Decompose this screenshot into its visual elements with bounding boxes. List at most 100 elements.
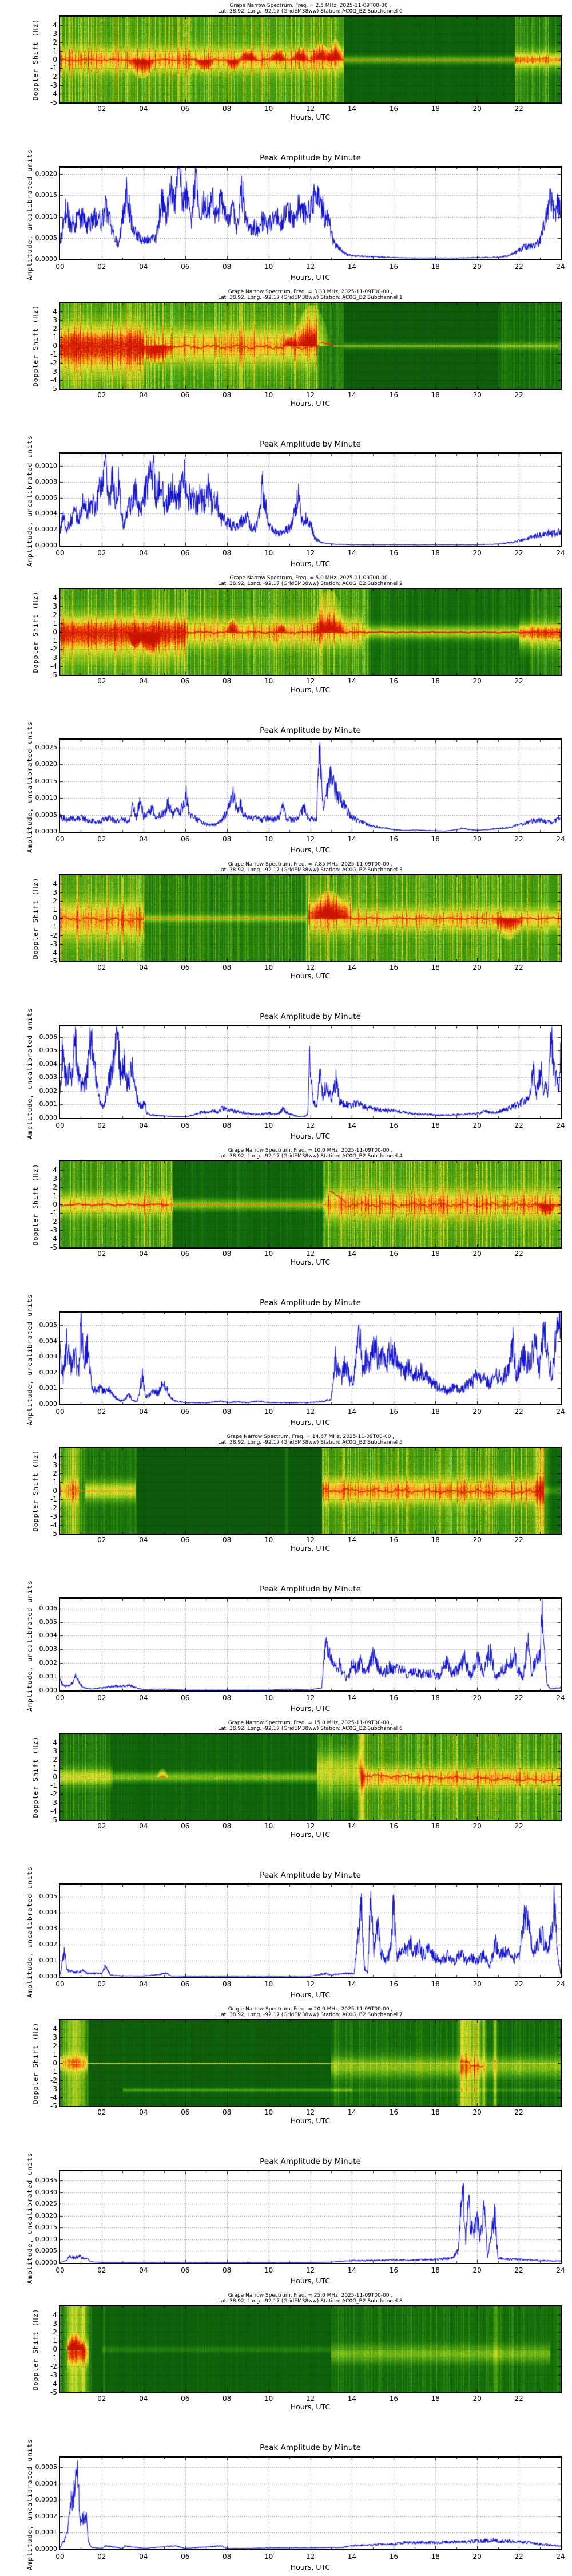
amplitude-x-tick-label: 00	[55, 2266, 65, 2274]
subchannel-section-8: Grape Narrow Spectrum, Freq. = 25.0 MHz,…	[0, 2290, 572, 2576]
spectrogram-y-tick-label: 3	[53, 316, 57, 324]
subchannel-section-2: Grape Narrow Spectrum, Freq. = 5.0 MHz, …	[0, 572, 572, 859]
amplitude-x-tick-label: 00	[55, 835, 65, 843]
spectrogram-y-tick-label: 0	[53, 1487, 57, 1495]
amplitude-x-tick-label: 00	[55, 549, 65, 557]
subchannel-section-5: Grape Narrow Spectrum, Freq. = 14.67 MHz…	[0, 1431, 572, 1717]
amplitude-x-tick-label: 08	[223, 835, 232, 843]
spectrogram-y-tick-label: -2	[50, 931, 57, 939]
spectrogram-x-axis-label: Hours, UTC	[290, 113, 331, 121]
amplitude-x-axis-label: Hours, UTC	[290, 2563, 331, 2571]
subchannel-section-3: Grape Narrow Spectrum, Freq. = 7.85 MHz,…	[0, 859, 572, 1145]
spectrogram-x-tick-label: 14	[347, 105, 357, 113]
amplitude-x-tick-label: 20	[472, 1980, 482, 1988]
spectrogram-x-tick-label: 10	[264, 105, 273, 113]
amplitude-x-tick-label: 10	[264, 1694, 273, 1702]
amplitude-y-tick-label: 0.0005	[35, 2463, 58, 2471]
amplitude-x-tick-label: 18	[431, 1408, 440, 1416]
amplitude-x-tick-label: 20	[472, 549, 482, 557]
amplitude-x-tick-label: 12	[305, 263, 315, 271]
spectrogram-x-axis-label: Hours, UTC	[290, 1830, 331, 1839]
spectrogram-x-tick-label: 08	[223, 1250, 232, 1258]
spectrogram-x-tick-label: 22	[514, 2395, 523, 2403]
spectrogram-x-tick-label: 18	[431, 391, 440, 399]
spectrogram-y-tick-label: 3	[53, 2033, 57, 2041]
spectrogram-y-tick-label: 4	[53, 21, 57, 29]
spectrogram-x-tick-label: 04	[139, 677, 148, 685]
amplitude-canvas	[59, 1883, 562, 1978]
amplitude-x-tick-label: 00	[55, 1408, 65, 1416]
spectrogram-title-line2: Lat. 38.92, Long. -92.17 (GridEM38ww) St…	[218, 9, 403, 14]
amplitude-x-tick-label: 18	[431, 263, 440, 271]
amplitude-y-tick-label: 0.0000	[35, 828, 58, 835]
spectrogram-x-tick-label: 14	[347, 391, 357, 399]
amplitude-x-tick-label: 12	[305, 2266, 315, 2274]
amplitude-x-tick-label: 20	[472, 835, 482, 843]
amplitude-title: Peak Amplitude by Minute	[260, 1298, 361, 1307]
spectrogram-title-line1: Grape Narrow Spectrum, Freq. = 7.85 MHz,…	[228, 862, 393, 867]
amplitude-x-tick-label: 02	[97, 1408, 106, 1416]
amplitude-x-tick-label: 10	[264, 549, 273, 557]
spectrogram-title-line2: Lat. 38.92, Long. -92.17 (GridEM38ww) St…	[218, 1440, 403, 1445]
amplitude-x-tick-label: 10	[264, 2266, 273, 2274]
spectrogram-x-tick-label: 12	[305, 677, 315, 685]
spectrogram-x-axis-label: Hours, UTC	[290, 1258, 331, 1266]
spectrogram-x-tick-label: 16	[389, 2395, 398, 2403]
amplitude-y-tick-label: 0.0004	[35, 509, 58, 517]
amplitude-x-axis-label: Hours, UTC	[290, 1704, 331, 1713]
spectrogram-y-tick-label: 1	[53, 906, 57, 914]
spectrogram-y-tick-label: 0	[53, 1200, 57, 1208]
amplitude-x-tick-label: 18	[431, 1121, 440, 1129]
spectrogram-x-tick-label: 06	[181, 1536, 190, 1544]
spectrogram-y-tick-label: -4	[50, 90, 57, 98]
spectrogram-y-tick-label: -5	[50, 671, 57, 679]
amplitude-canvas	[59, 1025, 562, 1119]
spectrogram-x-tick-label: 10	[264, 677, 273, 685]
spectrogram-y-tick-label: 1	[53, 2337, 57, 2345]
amplitude-y-tick-label: 0.0020	[35, 2211, 58, 2219]
amplitude-x-tick-label: 06	[181, 1121, 190, 1129]
amplitude-x-tick-label: 12	[305, 1121, 315, 1129]
amplitude-y-tick-label: 0.0002	[35, 526, 58, 534]
amplitude-x-tick-label: 10	[264, 1408, 273, 1416]
amplitude-x-tick-label: 04	[139, 2553, 148, 2561]
spectrogram-x-tick-label: 14	[347, 1536, 357, 1544]
spectrogram-x-tick-label: 06	[181, 1250, 190, 1258]
spectrogram-x-tick-label: 10	[264, 2108, 273, 2116]
amplitude-x-tick-label: 12	[305, 835, 315, 843]
amplitude-y-tick-label: 0.005	[39, 1892, 58, 1900]
amplitude-title: Peak Amplitude by Minute	[260, 440, 361, 449]
spectrogram-x-tick-label: 18	[431, 1250, 440, 1258]
amplitude-x-tick-label: 02	[97, 549, 106, 557]
spectrogram-title-line2: Lat. 38.92, Long. -92.17 (GridEM38ww) St…	[218, 295, 403, 301]
amplitude-canvas	[59, 1311, 562, 1405]
spectrogram-y-tick-label: 4	[53, 2025, 57, 2033]
spectrogram-x-tick-label: 20	[472, 2108, 482, 2116]
amplitude-x-tick-label: 04	[139, 1408, 148, 1416]
spectrogram-canvas	[59, 588, 562, 676]
amplitude-x-tick-label: 18	[431, 1980, 440, 1988]
amplitude-y-tick-label: 0.004	[39, 1337, 58, 1345]
amplitude-x-tick-label: 06	[181, 835, 190, 843]
amplitude-title: Peak Amplitude by Minute	[260, 1012, 361, 1021]
amplitude-y-tick-label: 0.003	[39, 1073, 58, 1081]
amplitude-title: Peak Amplitude by Minute	[260, 1871, 361, 1880]
spectrogram-x-axis-label: Hours, UTC	[290, 2403, 331, 2411]
amplitude-title: Peak Amplitude by Minute	[260, 726, 361, 735]
amplitude-y-tick-label: 0.003	[39, 1353, 58, 1361]
spectrogram-y-tick-label: -5	[50, 98, 57, 106]
spectrogram-y-tick-label: 1	[53, 1478, 57, 1486]
spectrogram-x-tick-label: 16	[389, 1250, 398, 1258]
amplitude-x-tick-label: 16	[389, 2553, 398, 2561]
amplitude-y-tick-label: 0.0025	[35, 743, 58, 751]
spectrogram-x-tick-label: 16	[389, 105, 398, 113]
spectrogram-x-tick-label: 14	[347, 1250, 357, 1258]
spectrogram-canvas	[59, 874, 562, 962]
spectrogram-y-tick-label: -5	[50, 385, 57, 393]
amplitude-y-tick-label: 0.0000	[35, 2259, 58, 2266]
subchannel-section-7: Grape Narrow Spectrum, Freq. = 20.0 MHz,…	[0, 2004, 572, 2290]
spectrogram-x-tick-label: 10	[264, 1250, 273, 1258]
amplitude-x-tick-label: 08	[223, 2266, 232, 2274]
spectrogram-title-line1: Grape Narrow Spectrum, Freq. = 5.0 MHz, …	[229, 575, 391, 581]
